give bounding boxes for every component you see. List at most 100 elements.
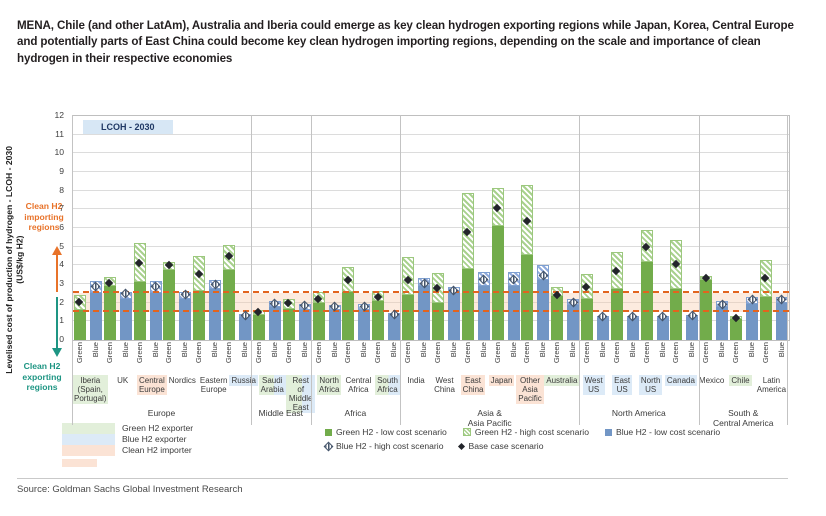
bar-label-cell: Green Blue [400, 341, 430, 374]
region-label-cell: North US [636, 375, 665, 413]
green-h2-low-cost-segment [670, 288, 683, 340]
region-label-cell: North Africa [315, 375, 344, 413]
region-bar-cell [520, 116, 550, 340]
blue-h2-low-cost-segment [388, 314, 401, 340]
y-tick: 6 [59, 222, 64, 232]
chart-title-badge: LCOH - 2030 [83, 120, 173, 134]
blue-h2-bar [775, 116, 788, 340]
bar-label: Green [194, 342, 204, 364]
legend-swatch-label: Blue H2 exporter [122, 434, 187, 444]
region-bar-cell [252, 116, 282, 340]
bar-label: Green [74, 342, 84, 364]
bar-label: Green [134, 342, 144, 364]
blue-h2-low-cost-segment [567, 305, 580, 340]
green-h2-bar [580, 116, 593, 340]
y-tick: 2 [59, 296, 64, 307]
region-label-cell: Eastern Europe [198, 375, 230, 413]
blue-h2-low-cost-segment [447, 291, 460, 340]
region-label-cell: Central Europe [136, 375, 167, 413]
region-bar-cell [699, 116, 729, 340]
bar-label: Blue [180, 342, 190, 358]
green-h2-low-cost-segment [252, 314, 265, 340]
blue-h2-bar [268, 116, 281, 340]
green-h2-bar [759, 116, 772, 340]
bar-label: Green [581, 342, 591, 364]
green-h2-bar [431, 116, 444, 340]
bar-label: Green [701, 342, 711, 364]
bar-label: Blue [120, 342, 130, 358]
bar-label: Green [611, 342, 621, 364]
region-label-cell: Australia [544, 375, 580, 413]
green-h2-low-cost-segment [431, 302, 444, 340]
blue-h2-low-cost-segment [268, 307, 281, 340]
bar-label: Blue [269, 342, 279, 358]
bar-label: Green [224, 342, 234, 364]
bar-label-cell: Green Blue [191, 341, 221, 374]
green-h2-bar [73, 116, 86, 340]
blue-h2-low-cost-segment [119, 298, 132, 340]
region-bar-cell [759, 116, 789, 340]
green-h2-low-cost-segment [640, 261, 653, 340]
blue-h2-bar [179, 116, 192, 340]
blue-h2-bar [477, 116, 490, 340]
region-label: North US [638, 375, 663, 396]
group-label: North America [611, 408, 666, 418]
bar-label: Green [641, 342, 651, 364]
region-bar-cell [312, 116, 342, 340]
bar-label-cell: Green Blue [698, 341, 728, 374]
bar-label-cell: Green Blue [460, 341, 490, 374]
bar-label-cell: Green Blue [609, 341, 639, 374]
region-bar-cell [461, 116, 491, 340]
bar-label: Green [403, 342, 413, 364]
bar-label: Green [283, 342, 293, 364]
y-tick: 0 [59, 334, 64, 344]
legend-marker-row: Green H2 - low cost scenario Green H2 - h… [325, 427, 795, 437]
region-label: Canada [664, 375, 697, 387]
y-axis-ticks: 0 1 2 3 4 5 6 7 8 9 10 11 12 [38, 110, 66, 344]
bar-label: Blue [478, 342, 488, 358]
blue-h2-low-cost-segment [328, 310, 341, 340]
bar-label-cell: Green Blue [490, 341, 520, 374]
bar-label: Green [313, 342, 323, 364]
region-label: Australia [544, 375, 580, 387]
blue-h2-low-cost-segment [358, 310, 371, 340]
bars-container [73, 116, 789, 340]
bar-label-cell: Green Blue [549, 341, 579, 374]
green-square-icon [325, 428, 332, 436]
blue-h2-bar [596, 116, 609, 340]
bar-label: Blue [687, 342, 697, 358]
importer-threshold-line [73, 291, 789, 294]
region-bar-cell [431, 116, 461, 340]
bar-label-cell: Green Blue [281, 341, 311, 374]
green-h2-bar [372, 116, 385, 340]
green-h2-bar [252, 116, 265, 340]
blue-h2-bar [89, 116, 102, 340]
blue-h2-low-cost-segment [477, 285, 490, 340]
region-label: West China [434, 376, 455, 395]
bar-label-cell: Green Blue [579, 341, 609, 374]
region-bar-cell [491, 116, 521, 340]
blue-h2-bar [239, 116, 252, 340]
y-tick: 9 [59, 166, 64, 176]
region-label: Eastern Europe [199, 376, 228, 395]
green-h2-bar [342, 116, 355, 340]
bar-label-cell: Green Blue [430, 341, 460, 374]
legend-swatch-label: Clean H2 importer [122, 445, 192, 455]
bar-label: Blue [747, 342, 757, 358]
bar-label-cell: Green Blue [311, 341, 341, 374]
region-label-cell: Other Asia Pacific [516, 375, 545, 413]
region-bar-cell [580, 116, 610, 340]
bar-label: Blue [419, 342, 429, 358]
blue-h2-low-cost-segment [775, 302, 788, 340]
legend-swatch [62, 445, 115, 456]
bar-label-cell: Green Blue [102, 341, 132, 374]
bar-label: Blue [597, 342, 607, 358]
green-h2-bar [491, 116, 504, 340]
legend-marker-item: Green H2 - high cost scenario [462, 427, 589, 437]
grid-line [73, 171, 789, 172]
green-h2-bar [640, 116, 653, 340]
bar-label: Blue [359, 342, 369, 358]
y-tick: 12 [54, 110, 64, 120]
legend-marker-item: Base case scenario [458, 441, 543, 451]
grid-line [73, 301, 789, 303]
